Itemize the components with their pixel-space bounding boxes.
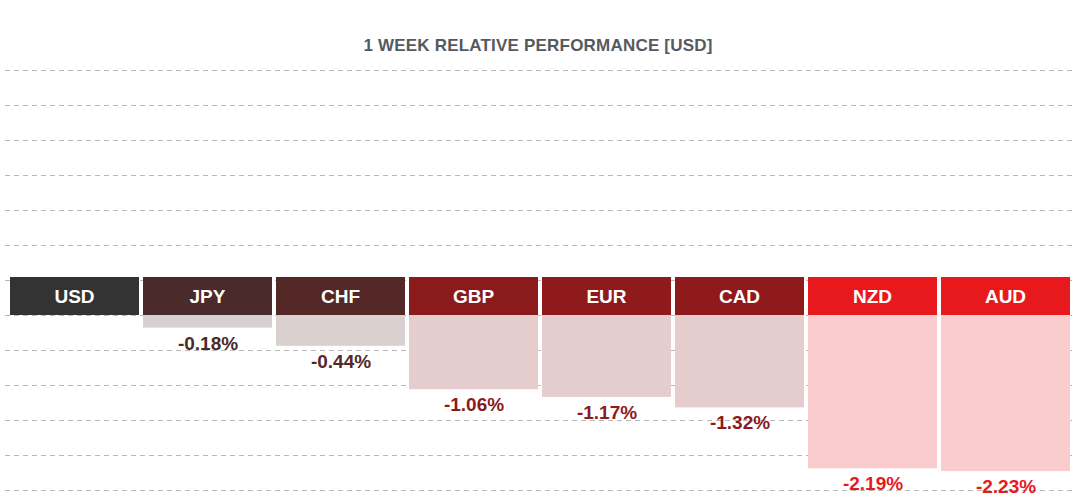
svg-text:-1.06%: -1.06%	[444, 394, 504, 415]
svg-text:-2.19%: -2.19%	[843, 473, 903, 494]
svg-text:-1.17%: -1.17%	[577, 402, 637, 423]
svg-text:-1.32%: -1.32%	[710, 412, 770, 433]
svg-text:GBP: GBP	[453, 286, 495, 307]
svg-text:EUR: EUR	[586, 286, 626, 307]
svg-text:-2.23%: -2.23%	[976, 476, 1036, 497]
svg-text:CHF: CHF	[321, 286, 360, 307]
svg-text:CAD: CAD	[719, 286, 760, 307]
svg-text:-0.44%: -0.44%	[311, 351, 371, 372]
svg-text:JPY: JPY	[190, 286, 226, 307]
html-text:1 WEEK RELATIVE PERFORMANCE [U: 1 WEEK RELATIVE PERFORMANCE [USD]	[363, 36, 713, 55]
svg-text:AUD: AUD	[985, 286, 1026, 307]
svg-text:NZD: NZD	[853, 286, 892, 307]
svg-text:-0.18%: -0.18%	[178, 333, 238, 354]
svg-text:USD: USD	[54, 286, 94, 307]
